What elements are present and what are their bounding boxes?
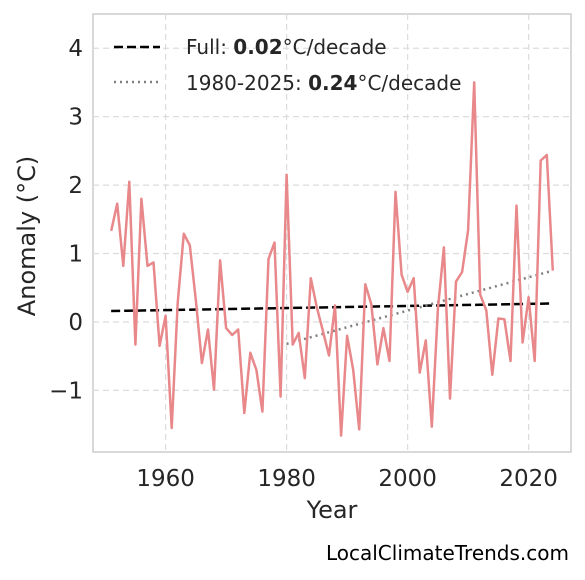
legend: Full: 0.02°C/decade 1980-2025: 0.24°C/de…	[114, 35, 461, 95]
legend-recent-suffix: °C/decade	[357, 71, 461, 95]
plot-area	[92, 13, 572, 453]
y-tick-label: 2	[68, 173, 83, 199]
legend-full-prefix: Full:	[186, 35, 233, 59]
y-tick-label: −1	[49, 378, 83, 404]
y-tick-label: 1	[68, 242, 83, 268]
y-tick-label: 4	[68, 36, 83, 62]
legend-full-rate: 0.02	[233, 35, 282, 59]
trend-line-recent	[286, 269, 554, 346]
anomaly-series-line	[109, 81, 555, 437]
legend-recent-label: 1980-2025: 0.24°C/decade	[186, 71, 461, 95]
y-tick-labels: −1 0 1 2 3 4	[49, 36, 83, 404]
x-axis-label: Year	[306, 496, 358, 524]
trend-lines	[111, 269, 554, 346]
x-tick-label: 2020	[499, 466, 558, 492]
legend-full-label: Full: 0.02°C/decade	[186, 35, 387, 59]
y-tick-label: 0	[68, 310, 83, 336]
y-tick-label: 3	[68, 105, 83, 131]
watermark: LocalClimateTrends.com	[326, 541, 569, 565]
trend-line-full	[111, 302, 553, 313]
y-axis-label: Anomaly (°C)	[13, 156, 41, 316]
legend-recent-rate: 0.24	[308, 71, 357, 95]
data-series	[109, 81, 555, 437]
x-tick-labels: 1960 1980 2000 2020	[136, 466, 558, 492]
x-tick-label: 1980	[257, 466, 316, 492]
x-tick-label: 2000	[378, 466, 437, 492]
x-tick-label: 1960	[136, 466, 195, 492]
legend-recent-prefix: 1980-2025:	[186, 71, 308, 95]
legend-full-suffix: °C/decade	[283, 35, 387, 59]
grid	[93, 14, 571, 452]
